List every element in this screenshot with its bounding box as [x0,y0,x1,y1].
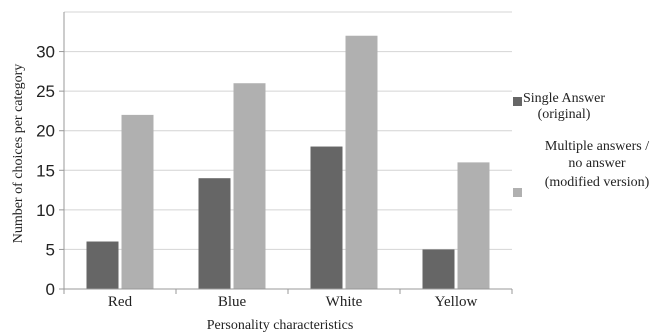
bars [86,35,490,289]
bar-multiple-answers-blue [233,83,266,289]
x-tick-label: Red [108,294,133,310]
y-tick-label: 25 [36,82,55,101]
y-axis-title: Number of choices per category [11,64,26,244]
bar-single-answer-yellow [422,249,455,289]
bar-single-answer-red [86,241,119,289]
legend-swatch [513,188,522,197]
legend-label: Single Answer [523,91,605,106]
legend: Single Answer(original) Multiple answers … [513,91,650,197]
bar-single-answer-blue [198,178,231,289]
legend-label: (modified version) [545,175,650,190]
y-axis-ticks: 0 5 10 15 20 25 30 [36,43,64,299]
x-tick-label: Blue [218,294,247,310]
y-tick-label: 20 [36,122,55,141]
x-axis-ticks: Red Blue White Yellow [63,289,513,310]
legend-label: Multiple answers / [545,139,649,154]
bar-multiple-answers-white [345,35,378,289]
y-tick-label: 30 [36,43,55,62]
legend-label: (original) [538,107,591,122]
y-tick-label: 15 [36,161,55,180]
legend-swatch [513,97,522,106]
x-tick-label: White [326,294,363,310]
bar-multiple-answers-yellow [457,162,490,289]
y-tick-label: 0 [46,280,55,299]
bar-multiple-answers-red [121,114,154,289]
y-tick-label: 5 [46,240,55,259]
y-tick-label: 10 [36,201,55,220]
x-tick-label: Yellow [435,294,478,310]
bar-single-answer-white [310,146,343,289]
x-axis-title: Personality characteristics [207,318,354,333]
legend-label: no answer [568,156,625,171]
